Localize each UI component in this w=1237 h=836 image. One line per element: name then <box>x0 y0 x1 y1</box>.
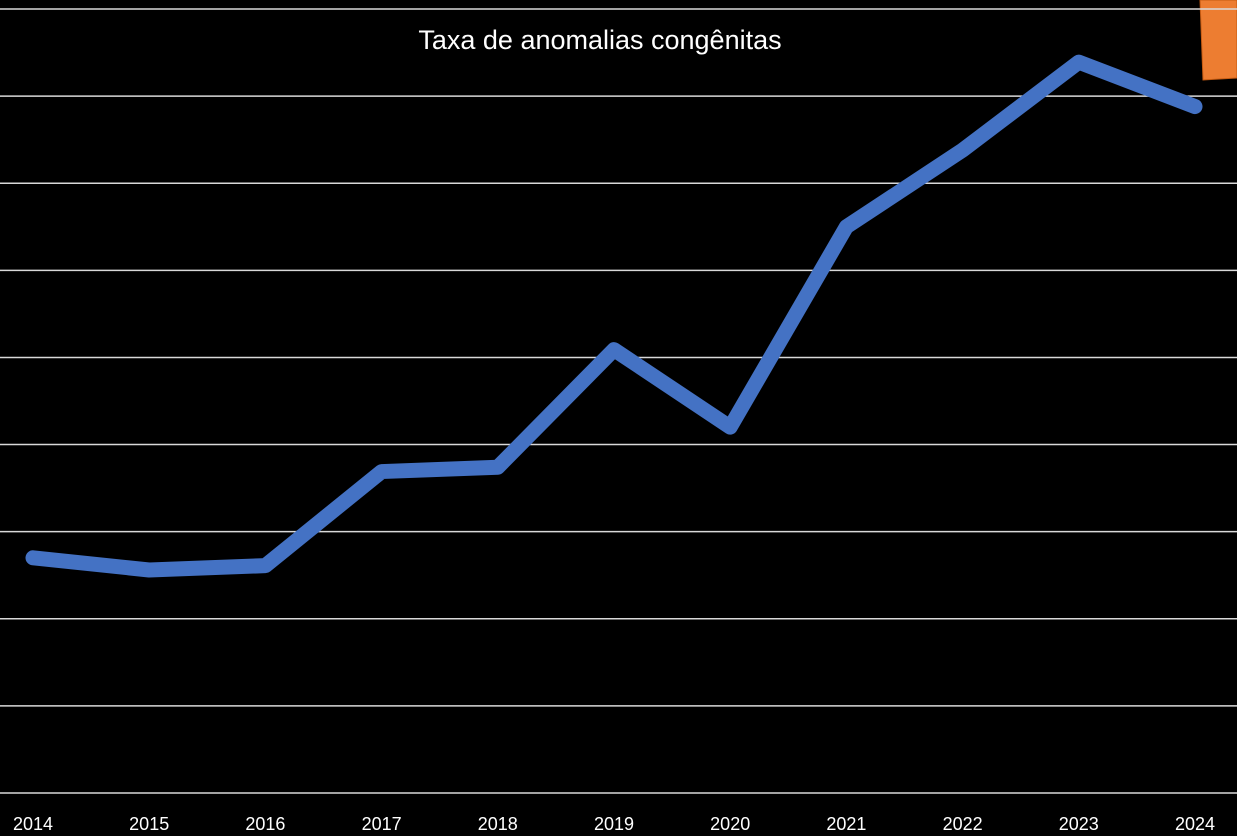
x-tick-label: 2015 <box>129 814 169 834</box>
x-tick-label: 2016 <box>245 814 285 834</box>
x-tick-label: 2020 <box>710 814 750 834</box>
x-tick-label: 2022 <box>943 814 983 834</box>
x-tick-label: 2014 <box>13 814 53 834</box>
data-line <box>25 54 1203 578</box>
x-tick-label: 2021 <box>826 814 866 834</box>
x-tick-label: 2023 <box>1059 814 1099 834</box>
chart-title: Taxa de anomalias congênitas <box>418 25 781 55</box>
x-tick-label: 2024 <box>1175 814 1215 834</box>
decoration-shape <box>1199 0 1237 81</box>
x-tick-label: 2018 <box>478 814 518 834</box>
x-tick-label: 2019 <box>594 814 634 834</box>
x-tick-label: 2017 <box>362 814 402 834</box>
